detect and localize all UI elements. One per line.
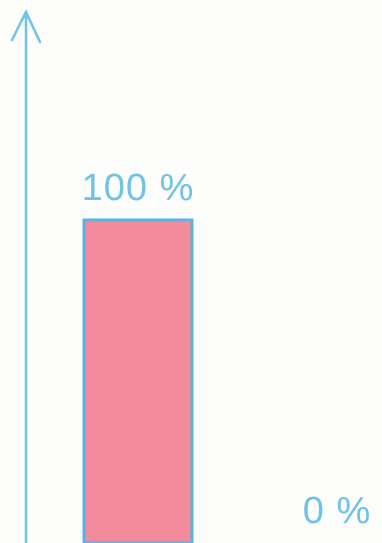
value-label: 0 %	[303, 490, 371, 532]
y-axis-arrow	[10, 9, 42, 44]
value-label: 100 %	[82, 167, 195, 209]
bar	[82, 218, 194, 543]
